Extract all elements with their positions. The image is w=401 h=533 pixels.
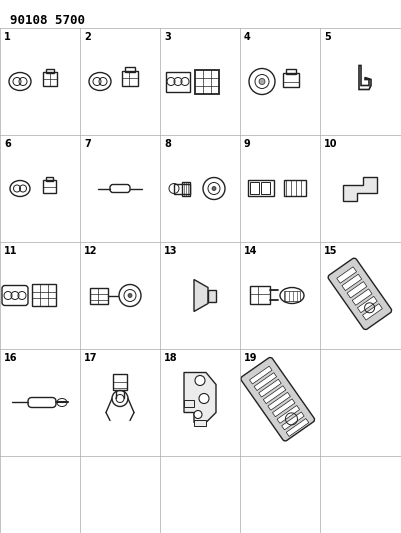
Text: 19: 19 [243,353,257,363]
Text: 15: 15 [323,246,337,256]
Bar [174,183,190,193]
Ellipse shape [198,393,209,403]
Bar [43,71,57,85]
Ellipse shape [194,410,201,418]
Bar [247,180,273,196]
Polygon shape [184,373,215,423]
Text: 10: 10 [323,139,337,149]
Bar [267,392,290,410]
Bar [336,267,356,283]
Bar [249,286,269,303]
Bar [249,366,271,384]
Bar [272,399,294,417]
FancyBboxPatch shape [327,258,391,329]
Bar [122,70,138,85]
Bar [125,67,135,71]
Bar [282,72,298,86]
Bar [253,373,276,391]
Polygon shape [342,176,376,200]
Bar [113,375,127,391]
Bar [341,274,361,290]
Ellipse shape [128,294,132,297]
Text: 17: 17 [84,353,97,363]
Text: 4: 4 [243,32,250,42]
Text: 2: 2 [84,32,91,42]
Text: 18: 18 [164,353,177,363]
Text: 6: 6 [4,139,11,149]
Bar [281,412,304,430]
Ellipse shape [258,78,264,85]
Bar [46,176,53,181]
Bar [356,296,376,313]
Bar [166,71,190,92]
Bar [283,180,305,196]
Polygon shape [194,279,207,311]
Text: 11: 11 [4,246,18,256]
Text: 9: 9 [243,139,250,149]
Bar [194,421,205,426]
Text: 13: 13 [164,246,177,256]
Text: 1: 1 [4,32,11,42]
Bar [32,284,56,305]
Text: 5: 5 [323,32,330,42]
Bar [182,182,190,196]
Text: 14: 14 [243,246,257,256]
Bar [46,69,54,72]
Bar [90,287,108,303]
Text: 7: 7 [84,139,91,149]
Bar [184,400,194,408]
Bar [285,69,295,74]
Text: 8: 8 [164,139,170,149]
Bar [122,70,138,77]
Bar [43,180,56,192]
Bar [283,290,299,301]
Ellipse shape [211,187,215,190]
Bar [351,289,371,305]
Bar [43,71,57,78]
Bar [260,182,269,193]
Bar [207,289,215,302]
Bar [194,69,219,93]
Bar [346,281,366,298]
Text: 90108 5700: 90108 5700 [10,14,85,27]
Bar [276,406,299,423]
Text: 3: 3 [164,32,170,42]
Text: 16: 16 [4,353,18,363]
Bar [263,386,285,403]
Ellipse shape [194,376,205,385]
Bar [258,379,281,397]
Bar [362,304,381,320]
Bar [249,182,258,193]
FancyBboxPatch shape [240,358,314,441]
Bar [286,418,308,437]
Text: 12: 12 [84,246,97,256]
